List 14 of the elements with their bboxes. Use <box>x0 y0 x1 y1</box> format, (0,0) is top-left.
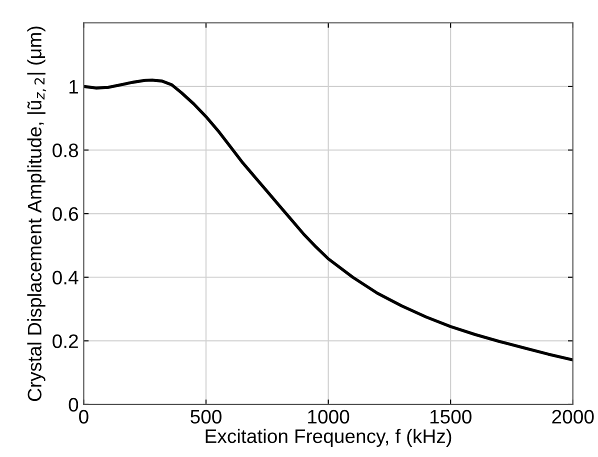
x-tick-label: 2000 <box>552 410 594 424</box>
line-series <box>84 78 573 362</box>
y-tick-label: 0.2 <box>52 334 78 348</box>
x-axis-title: Excitation Frequency, f (kHz) <box>206 428 452 447</box>
x-tick-label: 500 <box>190 410 222 424</box>
x-tick-label: 0 <box>79 410 88 424</box>
y-tick-label: 1 <box>70 80 78 94</box>
x-tick-label: 1000 <box>308 410 350 424</box>
y-tick-label: 0.4 <box>52 270 78 284</box>
y-tick-label: 0.8 <box>52 144 78 158</box>
x-tick-label: 1500 <box>430 410 472 424</box>
y-tick-label: 0.6 <box>52 207 78 221</box>
y-tick-label: 0 <box>68 398 78 412</box>
y-axis-title: Crystal Displacement Amplitude, |ũ$_{z,2}$| (μm) <box>27 26 46 401</box>
